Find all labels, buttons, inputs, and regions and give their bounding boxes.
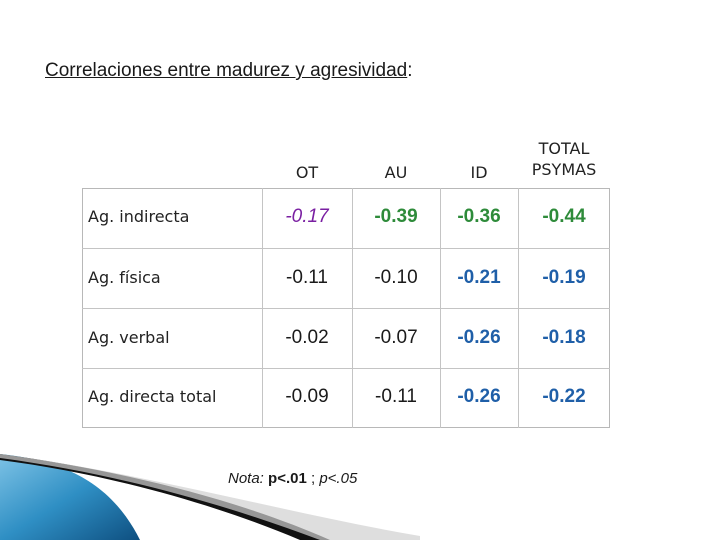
column-header-total-label: TOTAL	[538, 139, 590, 158]
gray-swoosh-shape	[0, 454, 420, 540]
column-header-id: ID	[440, 162, 518, 183]
blue-swoosh-shape	[0, 454, 140, 540]
row-label-ag-fisica: Ag. física	[88, 268, 161, 287]
column-header-ot: OT	[262, 162, 352, 183]
table-cell: -0.07	[374, 327, 418, 348]
table-cell: -0.10	[374, 267, 418, 288]
footnote: Nota: p<.01 ; p<.05	[228, 470, 357, 487]
column-header-psymas-label: PSYMAS	[531, 160, 597, 179]
footnote-separator: ;	[310, 470, 316, 487]
footnote-significance-05: p<.05	[319, 470, 358, 487]
table-cell: -0.02	[285, 327, 329, 348]
row-divider	[82, 308, 610, 309]
row-divider	[82, 368, 610, 369]
row-label-ag-verbal: Ag. verbal	[88, 328, 170, 347]
column-header-au-label: AU	[384, 163, 408, 182]
table-cell: -0.26	[457, 327, 501, 348]
slide-title-suffix: :	[407, 60, 413, 81]
footnote-significance-01: p<.01	[268, 470, 307, 487]
table-cell: -0.21	[457, 267, 501, 288]
table-cell: -0.44	[542, 206, 586, 227]
slide-title-text: Correlaciones entre madurez y agresivida…	[45, 60, 408, 81]
table-cell: -0.36	[457, 206, 501, 227]
row-label-ag-directa-total: Ag. directa total	[88, 387, 217, 406]
table-cell: -0.22	[542, 386, 586, 407]
column-header-id-label: ID	[470, 163, 488, 182]
table-cell: -0.26	[457, 386, 501, 407]
table-cell: -0.18	[542, 327, 586, 348]
table-cell: -0.11	[286, 267, 328, 288]
table-cell: -0.19	[542, 267, 586, 288]
slide-title: Correlaciones entre madurez y agresivida…	[45, 60, 413, 82]
table-cell: -0.09	[285, 386, 329, 407]
column-header-total-psymas: TOTAL PSYMAS	[518, 138, 610, 180]
footnote-label: Nota:	[228, 470, 264, 487]
row-divider	[82, 248, 610, 249]
table-cell: -0.17	[285, 206, 329, 227]
row-label-ag-indirecta: Ag. indirecta	[88, 207, 190, 226]
table-cell: -0.11	[375, 386, 417, 407]
table-cell: -0.39	[374, 206, 418, 227]
column-header-ot-label: OT	[295, 163, 319, 182]
decorative-swoosh	[0, 454, 420, 540]
black-swoosh-shape	[0, 454, 330, 540]
column-header-au: AU	[352, 162, 440, 183]
